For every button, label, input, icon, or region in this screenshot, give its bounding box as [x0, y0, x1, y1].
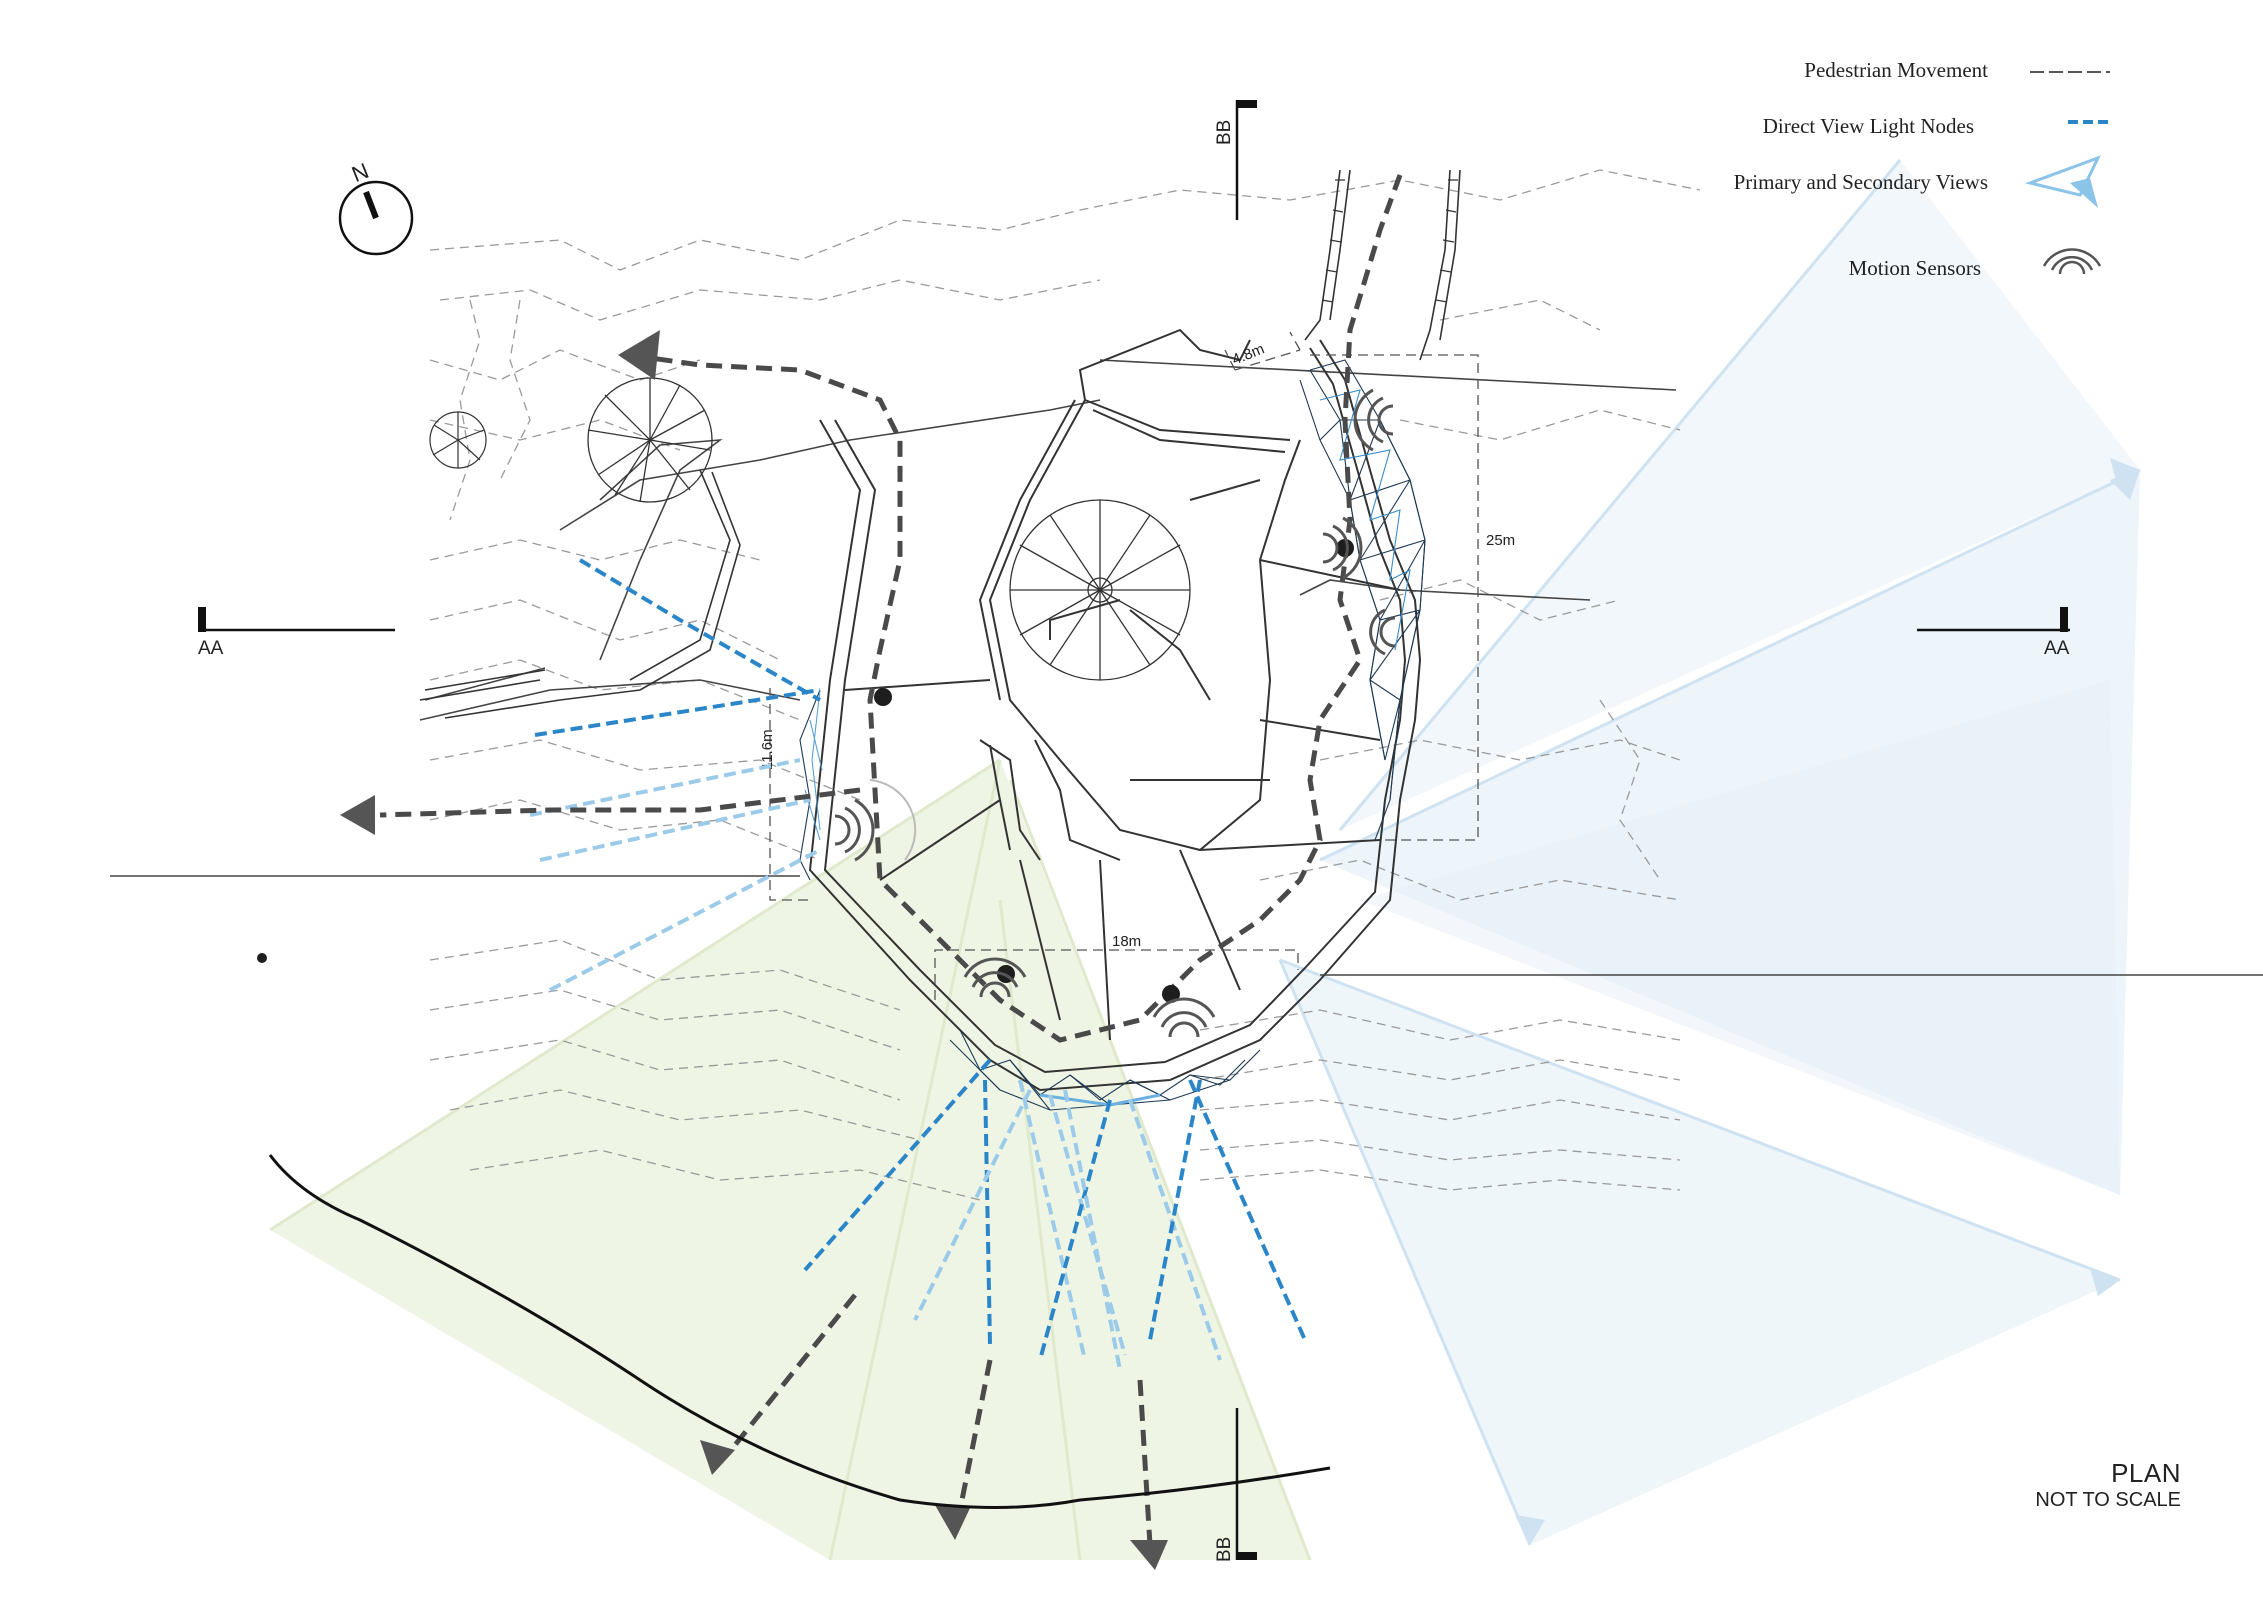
dimension-label-bottom: 18m: [1112, 933, 1141, 950]
approach-path: [1304, 169, 1461, 361]
svg-text:BB: BB: [1214, 120, 1235, 145]
view-cones-blue: [1278, 159, 2141, 1546]
svg-text:BB: BB: [1214, 1537, 1235, 1562]
plan-subtitle: NOT TO SCALE: [2035, 1489, 2181, 1511]
section-marker-aa-left: AA: [198, 607, 395, 659]
legend-label-light-nodes: Direct View Light Nodes: [1762, 114, 1974, 138]
dimension-label-left: 11.6m: [759, 729, 776, 770]
view-cones-green: [269, 758, 1312, 1561]
motion-sensors: [834, 388, 1396, 1038]
contour-lines: [429, 169, 1701, 1201]
section-marker-bb-top: BB: [1214, 100, 1257, 220]
tree-large: [587, 377, 713, 503]
coastline: [268, 1154, 1331, 1509]
section-marker-aa-right: AA: [1917, 607, 2070, 659]
view-arrowhead: [2090, 1268, 2120, 1296]
legend-label-motion-sensors: Motion Sensors: [1848, 256, 1981, 280]
legend-label-pedestrian: Pedestrian Movement: [1804, 58, 1988, 82]
legend-label-views: Primary and Secondary Views: [1733, 170, 1988, 194]
plan-title: PLAN: [2111, 1458, 2181, 1488]
view-arrowhead: [1515, 1515, 1545, 1545]
tree-small: [429, 411, 487, 469]
section-marker-bb-bottom: BB: [1214, 1408, 1257, 1562]
light-node-lines: [529, 558, 1307, 1371]
motion-sensor-icon: [2042, 248, 2102, 275]
west-walkway: [419, 469, 741, 719]
dimension-label-right: 25m: [1486, 532, 1515, 549]
svg-text:AA: AA: [2044, 638, 2070, 659]
blue-view-arrow-icon: [2024, 155, 2101, 208]
svg-text:AA: AA: [198, 638, 224, 659]
view-arrowhead: [2110, 470, 2140, 500]
pedestrian-arrowheads: [340, 330, 1168, 1570]
pavilion-walls: [808, 328, 1422, 1092]
spiral-staircase: [1009, 499, 1191, 681]
north-arrow: N: [338, 158, 414, 256]
plan-title-block: PLAN NOT TO SCALE: [2035, 1458, 2181, 1512]
dimension-guides: [769, 331, 1479, 1000]
dimension-label-top: 4.8m: [1230, 340, 1267, 368]
legend-icons: [2024, 71, 2110, 275]
